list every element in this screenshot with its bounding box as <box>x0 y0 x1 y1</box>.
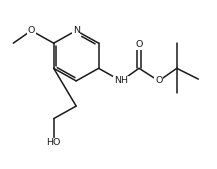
Text: O: O <box>135 40 143 50</box>
Text: NH: NH <box>114 76 128 85</box>
Text: O: O <box>155 76 163 85</box>
Text: HO: HO <box>46 138 61 147</box>
Text: O: O <box>28 26 35 35</box>
Text: N: N <box>73 26 80 35</box>
